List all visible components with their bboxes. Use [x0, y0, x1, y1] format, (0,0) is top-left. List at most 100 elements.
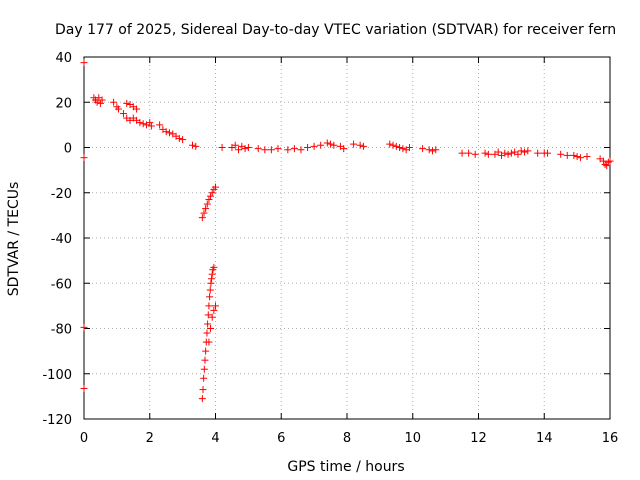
data-point-marker [432, 146, 440, 154]
data-point-marker [175, 134, 183, 142]
data-point-marker [179, 136, 187, 144]
x-axis-label: GPS time / hours [287, 459, 404, 475]
data-point-marker [534, 149, 542, 157]
data-point-marker [521, 148, 529, 156]
data-point-marker [481, 149, 489, 157]
data-point-marker [198, 395, 206, 403]
data-point-marker [147, 122, 155, 130]
data-point-marker [207, 192, 215, 200]
data-point-marker [267, 146, 275, 154]
data-point-marker [573, 153, 581, 161]
y-tick-label: 20 [55, 96, 72, 111]
y-tick-label: -60 [51, 277, 72, 292]
y-tick-label: -100 [42, 368, 72, 383]
data-point-marker [244, 144, 252, 151]
data-point-marker [290, 145, 298, 153]
data-point-marker [202, 347, 210, 355]
data-point-marker [235, 146, 243, 154]
data-point-marker [392, 142, 400, 150]
data-point-marker [425, 146, 433, 154]
data-point-marker [599, 157, 607, 165]
data-point-marker [139, 120, 147, 128]
data-point-marker [458, 149, 466, 157]
x-tick-label: 0 [80, 431, 88, 446]
data-point-marker [428, 147, 436, 155]
data-point-marker [208, 313, 216, 321]
data-point-marker [317, 141, 325, 149]
data-point-marker [199, 386, 207, 394]
data-point-marker [284, 146, 292, 154]
data-point-marker [557, 150, 565, 158]
data-point-marker [205, 302, 213, 310]
data-point-marker [208, 189, 216, 197]
data-point-marker [386, 140, 394, 148]
data-point-marker [210, 263, 218, 271]
data-point-marker [310, 142, 318, 150]
data-point-marker [563, 151, 571, 159]
data-point-marker [200, 209, 208, 217]
data-point-marker [80, 154, 88, 162]
data-point-marker [110, 98, 118, 106]
data-point-marker [231, 141, 239, 149]
data-point-marker [524, 147, 532, 155]
data-point-marker [465, 149, 473, 157]
data-point-marker [202, 205, 210, 213]
data-point-marker [119, 110, 127, 118]
data-point-marker [198, 214, 206, 222]
x-tick-label: 6 [277, 431, 285, 446]
data-point-marker [93, 98, 101, 106]
data-point-marker [304, 144, 312, 151]
x-tick-label: 14 [536, 431, 553, 446]
data-point-marker [201, 356, 209, 364]
data-point-marker [200, 374, 208, 382]
data-point-marker [604, 158, 612, 166]
y-tick-label: -20 [51, 187, 72, 202]
data-point-marker [576, 154, 584, 162]
data-point-marker [206, 293, 214, 301]
x-tick-labels: 0 2 4 6 8 10 12 14 16 [80, 431, 618, 446]
data-point-marker [514, 150, 522, 158]
data-point-marker [359, 142, 367, 150]
x-tick-label: 16 [602, 431, 619, 446]
data-point-marker [205, 196, 213, 204]
y-tick-label: 40 [55, 51, 72, 66]
data-point-marker [80, 323, 88, 331]
y-tick-label: -120 [42, 413, 72, 428]
data-point-marker [165, 129, 173, 137]
data-point-marker [544, 149, 552, 157]
y-tick-labels: 40 20 0 -20 -40 -60 -80 -100 -120 [42, 51, 72, 428]
chart-title: Day 177 of 2025, Sidereal Day-to-day VTE… [55, 22, 616, 38]
axis-ticks [83, 56, 611, 420]
data-point-marker [133, 105, 141, 113]
data-point-marker [356, 141, 364, 149]
x-tick-label: 2 [146, 431, 154, 446]
data-point-marker [212, 302, 219, 310]
data-point-marker [327, 140, 335, 148]
data-point-marker [323, 139, 331, 147]
data-point-marker [396, 144, 404, 151]
data-point-marker [203, 329, 211, 337]
x-tick-label: 4 [211, 431, 219, 446]
data-point-marker [206, 286, 214, 294]
data-point-marker [471, 150, 479, 158]
data-point-marker [570, 151, 578, 159]
data-point-marker [494, 148, 502, 156]
data-point-marker [123, 99, 131, 107]
data-point-marker [330, 141, 338, 149]
data-point-marker [205, 338, 213, 346]
data-point-marker [162, 128, 170, 136]
data-point-marker [419, 145, 427, 153]
data-point-marker [218, 144, 226, 151]
y-tick-label: -80 [51, 323, 72, 338]
data-point-marker [399, 145, 407, 153]
data-point-marker [340, 145, 348, 153]
data-point-marker [98, 96, 106, 104]
data-point-marker [136, 119, 144, 127]
y-tick-label: -40 [51, 232, 72, 247]
data-point-marker [261, 146, 269, 154]
data-point-marker [274, 145, 282, 153]
y-axis-label: SDTVAR / TECUs [6, 182, 22, 297]
data-point-marker [212, 183, 219, 191]
x-tick-label: 10 [404, 431, 421, 446]
